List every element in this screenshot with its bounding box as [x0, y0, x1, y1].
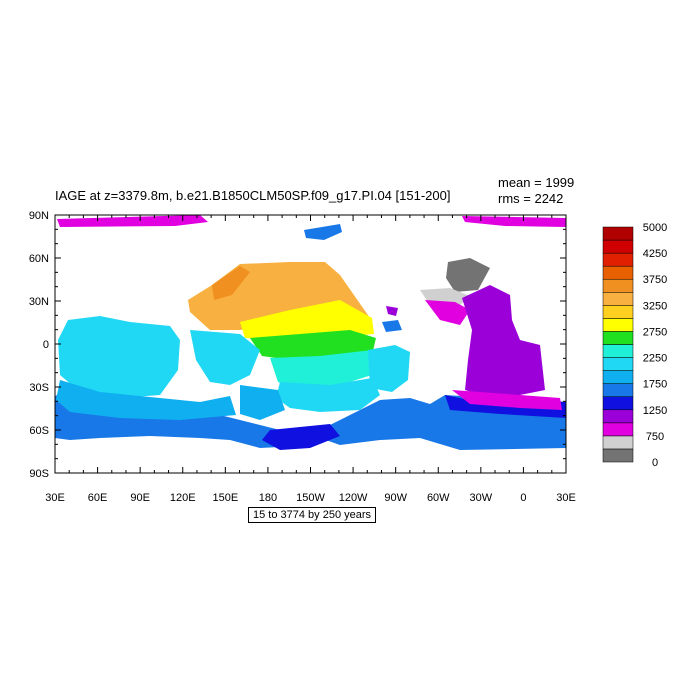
colorbar-swatch — [602, 252, 634, 267]
colorbar-swatch — [602, 318, 634, 332]
colorbar-label: 5000 — [643, 222, 667, 234]
colorbar-label: 0 — [652, 457, 658, 469]
colorbar-labels: 5000 4250 3750 3250 2750 2250 1750 1250 750 0 — [643, 222, 667, 469]
caribbean — [386, 306, 398, 316]
colorbar-swatch — [602, 448, 634, 463]
west-pacific-cyan — [190, 330, 260, 385]
colorbar-label: 1250 — [643, 405, 667, 417]
lat-label: 60S — [29, 425, 49, 437]
colorbar-label: 2250 — [643, 353, 667, 365]
lat-label: 90S — [29, 468, 49, 480]
south-pacific-cyan — [276, 378, 380, 412]
plot-title: IAGE at z=3379.8m, b.e21.B1850CLM50SP.f0… — [55, 188, 451, 203]
contour-info-label: 15 to 3774 by 250 years — [248, 507, 377, 523]
mean-value: mean = 1999 — [498, 175, 575, 190]
lon-label: 120E — [170, 492, 196, 504]
colorbar-label: 1750 — [643, 379, 667, 391]
lat-label: 30N — [29, 296, 49, 308]
colorbar-swatch — [602, 422, 634, 437]
lon-label: 180 — [259, 492, 277, 504]
colorbar-swatch — [602, 357, 634, 371]
north-atlantic-gray — [446, 258, 490, 292]
lon-label: 60W — [427, 492, 450, 504]
indian-ocean-south — [56, 380, 236, 420]
lon-label: 60E — [88, 492, 108, 504]
rms-value: rms = 2242 — [498, 191, 564, 206]
colorbar-swatch — [602, 292, 634, 306]
southern-band — [55, 390, 566, 450]
latitude-labels: 90N 60N 30N 0 30S 60S 90S — [29, 210, 49, 480]
peru-basin — [368, 345, 410, 392]
equatorial-pacific-yellow — [240, 300, 374, 340]
lon-label: 30E — [45, 492, 65, 504]
lat-label: 90N — [29, 210, 49, 222]
colorbar-label: 2750 — [643, 326, 667, 338]
caribbean-blue — [382, 320, 402, 332]
arctic-strip-west — [57, 215, 208, 227]
arctic-patch-blue — [304, 224, 342, 240]
equatorial-pacific-green — [250, 330, 376, 360]
south-pacific-teal — [270, 350, 372, 390]
lat-label: 0 — [43, 339, 49, 351]
colorbar-swatch — [602, 396, 634, 411]
lat-label: 60N — [29, 253, 49, 265]
colorbar-swatch — [602, 331, 634, 345]
colorbar-label: 3750 — [643, 274, 667, 286]
colorbar-swatch — [602, 383, 634, 397]
colorbar-swatch — [602, 265, 634, 280]
lon-label: 30E — [556, 492, 576, 504]
colorbar-swatch — [602, 409, 634, 424]
age-field — [55, 215, 566, 450]
colorbar-swatch — [602, 305, 634, 319]
lon-label: 150E — [212, 492, 238, 504]
lon-label: 90W — [384, 492, 407, 504]
colorbar-swatch — [602, 344, 634, 358]
longitude-labels: 30E 60E 90E 120E 150E 180 150W 120W 90W 60W 30W 0 30… — [45, 492, 576, 504]
colorbar-label: 3250 — [643, 300, 667, 312]
indian-ocean — [58, 316, 180, 398]
south-pacific-blue — [240, 385, 285, 420]
lon-label: 0 — [520, 492, 526, 504]
atlantic-purple — [462, 285, 545, 398]
lat-label: 30S — [29, 382, 49, 394]
colorbar-swatch — [602, 278, 634, 293]
north-pacific-west — [212, 266, 250, 300]
colorbar — [602, 226, 634, 463]
north-atlantic-magenta — [425, 300, 470, 325]
colorbar-swatch — [602, 435, 634, 450]
arctic-strip-east — [462, 216, 566, 227]
colorbar-swatch — [602, 370, 634, 384]
lon-label: 120W — [339, 492, 368, 504]
colorbar-label: 750 — [646, 431, 664, 443]
southern-dark-band — [262, 424, 340, 450]
colorbar-label: 4250 — [643, 248, 667, 260]
lon-label: 150W — [296, 492, 325, 504]
colorbar-swatch — [602, 239, 634, 254]
atlantic-south-magenta — [452, 390, 562, 410]
colorbar-swatch — [602, 226, 634, 241]
axis-ticks — [54, 214, 567, 474]
lon-label: 90E — [130, 492, 150, 504]
lon-label: 30W — [470, 492, 493, 504]
